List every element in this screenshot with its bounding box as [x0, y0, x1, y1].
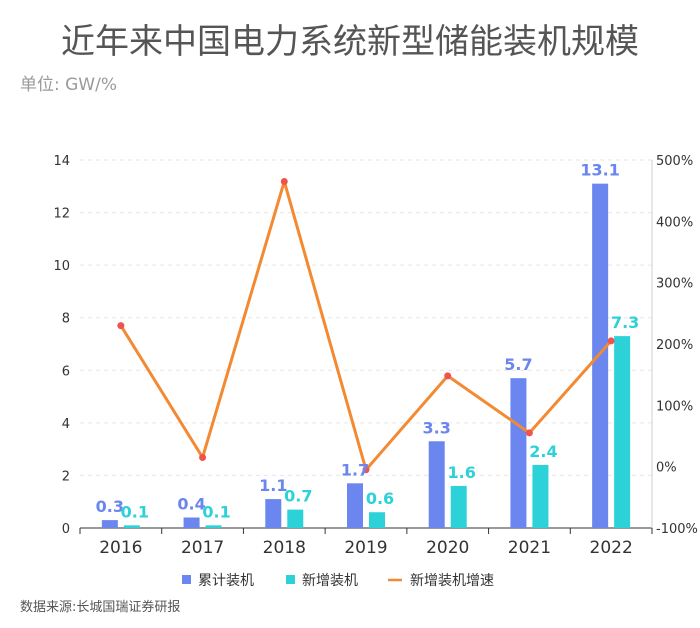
- chart-title: 近年来中国电力系统新型储能装机规模: [61, 22, 639, 62]
- data-label-cumulative: 0.4: [177, 494, 205, 513]
- x-tick-label: 2019: [344, 538, 387, 558]
- data-label-new: 0.7: [284, 487, 312, 506]
- y-right-tick-label: 100%: [656, 399, 693, 414]
- y-left-tick-label: 0: [62, 522, 70, 537]
- y-right-tick-label: -100%: [656, 522, 698, 537]
- bar-cumulative: [428, 441, 445, 528]
- y-left-tick-label: 2: [62, 469, 70, 484]
- x-tick-label: 2018: [263, 538, 306, 558]
- y-left-tick-label: 12: [53, 207, 70, 222]
- data-label-cumulative: 0.3: [96, 497, 124, 516]
- growth-point: [607, 337, 615, 345]
- x-tick-label: 2022: [590, 538, 633, 558]
- growth-point: [117, 322, 125, 330]
- growth-point: [525, 429, 533, 437]
- data-label-cumulative: 3.3: [423, 418, 451, 437]
- data-label-new: 2.4: [529, 442, 557, 461]
- unit-label: 单位: GW/%: [20, 75, 117, 95]
- bar-cumulative: [510, 378, 527, 528]
- legend-label-new: 新增装机: [302, 573, 358, 589]
- y-right-tick-label: 0%: [656, 461, 677, 476]
- y-right-tick-label: 200%: [656, 338, 693, 353]
- bar-new: [369, 512, 385, 528]
- x-tick-label: 2017: [181, 538, 224, 558]
- growth-point: [362, 466, 370, 474]
- data-label-new: 0.1: [121, 502, 149, 521]
- y-left-tick-label: 14: [53, 154, 70, 169]
- legend-swatch-cumulative: [182, 575, 191, 584]
- data-label-cumulative: 13.1: [580, 161, 619, 180]
- y-left-tick-label: 6: [62, 364, 70, 379]
- bar-cumulative: [592, 183, 609, 528]
- bar-new: [532, 464, 549, 528]
- y-left-tick-label: 10: [53, 259, 70, 274]
- y-right-tick-label: 400%: [656, 215, 693, 230]
- data-label-cumulative: 1.1: [259, 476, 287, 495]
- bar-cumulative: [265, 499, 282, 528]
- source-note: 数据来源:长城国瑞证券研报: [20, 600, 181, 615]
- data-label-cumulative: 5.7: [504, 355, 532, 374]
- bar-new: [614, 336, 631, 528]
- growth-line: [119, 179, 613, 472]
- y-right-tick-label: 500%: [656, 154, 693, 169]
- data-label-new: 7.3: [611, 313, 639, 332]
- data-label-new: 1.6: [448, 463, 476, 482]
- bar-cumulative: [183, 517, 200, 528]
- bar-cumulative: [101, 520, 118, 528]
- bar-cumulative: [347, 483, 363, 528]
- data-label-cumulative: 1.7: [341, 460, 369, 479]
- y-left-tick-label: 4: [62, 417, 70, 432]
- legend-swatch-new: [286, 575, 295, 584]
- growth-point: [280, 177, 288, 185]
- data-label-new: 0.1: [202, 502, 230, 521]
- bar-new: [450, 485, 467, 528]
- x-tick-label: 2021: [508, 538, 551, 558]
- bar-new: [287, 509, 304, 528]
- legend-label-cumulative: 累计装机: [198, 573, 254, 589]
- x-tick-label: 2016: [99, 538, 142, 558]
- bar-new: [205, 525, 222, 528]
- data-label-new: 0.6: [366, 489, 394, 508]
- growth-point: [444, 372, 452, 380]
- bar-new: [123, 525, 140, 528]
- growth-point: [199, 453, 207, 461]
- x-tick-label: 2020: [426, 538, 469, 558]
- y-right-tick-label: 300%: [656, 277, 693, 292]
- legend-label-growth: 新增装机增速: [410, 573, 494, 589]
- y-left-tick-label: 8: [62, 312, 70, 327]
